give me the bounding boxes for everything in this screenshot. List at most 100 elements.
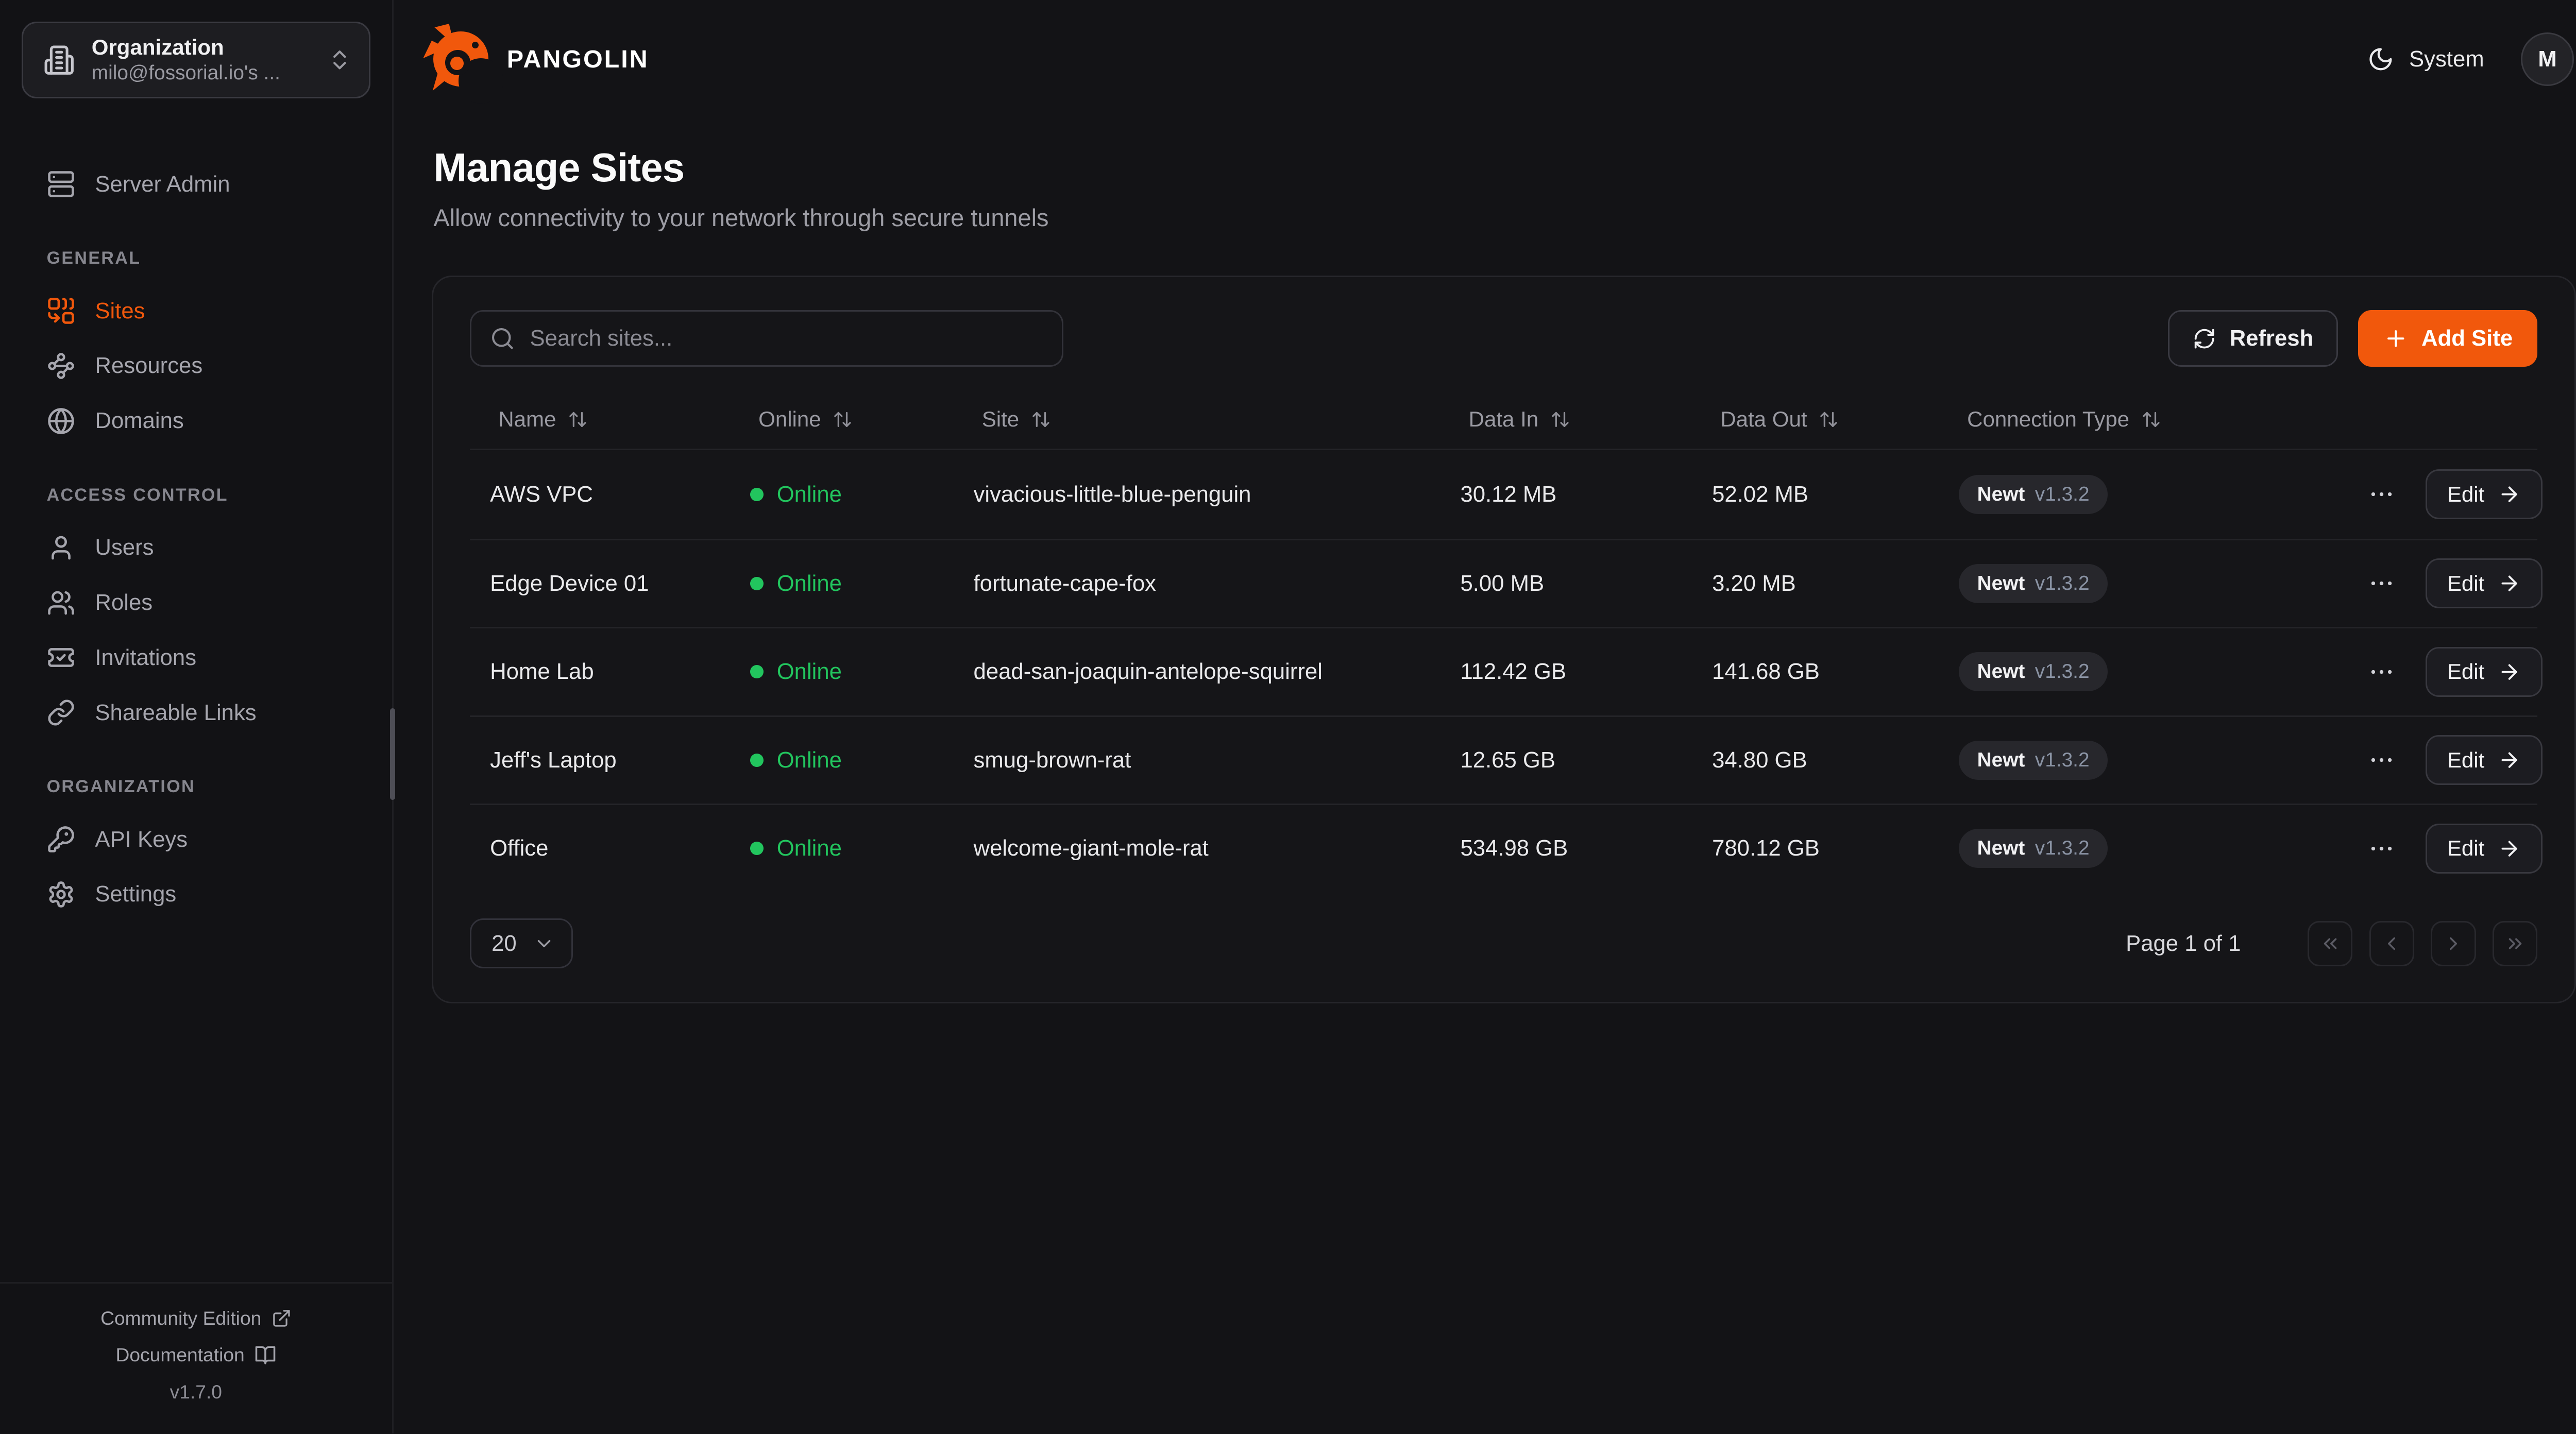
sidebar-item-api-keys[interactable]: API Keys [22,812,370,867]
column-header-data-out[interactable]: Data Out [1692,407,1939,432]
sidebar-item-users[interactable]: Users [22,520,370,575]
sort-icon [1550,409,1570,430]
edit-button[interactable]: Edit [2426,558,2543,609]
site-slug-cell: vivacious-little-blue-penguin [973,481,1251,507]
ellipsis-icon [2367,834,2396,863]
chevrons-left-icon [2319,933,2341,954]
sidebar-item-label: Sites [95,298,145,323]
page-indicator: Page 1 of 1 [2126,930,2241,956]
first-page-button[interactable] [2307,921,2353,966]
sidebar-item-roles[interactable]: Roles [22,575,370,630]
arrow-right-icon [2498,483,2521,506]
edit-button[interactable]: Edit [2426,823,2543,874]
data-in-cell: 12.65 GB [1460,747,1555,773]
search-input[interactable] [530,326,1044,352]
sidebar-item-resources[interactable]: Resources [22,338,370,394]
last-page-button[interactable] [2493,921,2538,966]
add-site-button[interactable]: Add Site [2358,310,2538,367]
server-icon [47,170,75,198]
section-label-organization: ORGANIZATION [46,777,195,797]
page-size-select[interactable]: 20 [470,918,573,969]
chevrons-up-down-icon [327,47,352,73]
table-toolbar: Refresh Add Site [470,310,2538,367]
pangolin-logo-icon [423,23,504,104]
data-out-cell: 52.02 MB [1712,481,1809,507]
site-name-cell: Jeff's Laptop [490,747,617,773]
sidebar-item-label: Resources [95,353,203,379]
edit-button[interactable]: Edit [2426,735,2543,786]
arrow-right-icon [2498,748,2521,772]
chevron-right-icon [2443,933,2464,954]
org-switcher[interactable]: Organization milo@fossorial.io's ... [22,22,370,98]
table-row[interactable]: Jeff's Laptop Online smug-brown-rat 12.6… [470,715,2543,804]
avatar[interactable]: M [2520,32,2574,86]
row-actions-menu-button[interactable] [2364,477,2399,512]
next-page-button[interactable] [2431,921,2476,966]
table-row[interactable]: Edge Device 01 Online fortunate-cape-fox… [470,538,2543,627]
row-actions-menu-button[interactable] [2364,654,2399,689]
sidebar-item-label: Invitations [95,644,197,670]
status-badge: Online [750,482,954,507]
sidebar-item-sites[interactable]: Sites [22,283,370,338]
table-row[interactable]: Home Lab Online dead-san-joaquin-antelop… [470,627,2543,715]
ellipsis-icon [2367,746,2396,774]
edit-button[interactable]: Edit [2426,469,2543,520]
site-name-cell: Edge Device 01 [490,570,649,596]
previous-page-button[interactable] [2369,921,2414,966]
connection-type-badge: Newt v1.3.2 [1959,474,2108,514]
data-out-cell: 34.80 GB [1712,747,1807,773]
sidebar-item-domains[interactable]: Domains [22,394,370,449]
online-dot-icon [750,576,764,590]
connection-type-badge: Newt v1.3.2 [1959,564,2108,603]
logo-text: PANGOLIN [506,45,649,73]
user-icon [47,534,75,562]
table-row[interactable]: AWS VPC Online vivacious-little-blue-pen… [470,450,2543,539]
community-edition-link[interactable]: Community Edition [0,1300,392,1337]
sidebar-item-server-admin[interactable]: Server Admin [22,157,370,212]
row-actions-menu-button[interactable] [2364,831,2399,866]
sidebar-scrollbar-thumb[interactable] [390,708,396,800]
column-header-online[interactable]: Online [730,407,954,432]
page-subtitle: Allow connectivity to your network throu… [433,204,1049,232]
waypoints-icon [47,352,75,380]
column-header-data-in[interactable]: Data In [1440,407,1692,432]
site-name-cell: Office [490,835,549,861]
arrow-right-icon [2498,572,2521,595]
connection-type-badge: Newt v1.3.2 [1959,829,2108,868]
refresh-button[interactable]: Refresh [2168,310,2338,367]
gear-icon [47,880,75,909]
sort-icon [2141,409,2161,430]
users-icon [47,589,75,617]
column-header-site[interactable]: Site [954,407,1440,432]
column-header-name[interactable]: Name [470,407,730,432]
sort-icon [568,409,588,430]
online-dot-icon [750,665,764,679]
column-header-connection-type[interactable]: Connection Type [1939,407,2344,432]
status-badge: Online [750,571,954,596]
sidebar-item-invitations[interactable]: Invitations [22,630,370,685]
sidebar-item-label: Domains [95,408,184,434]
sidebar-item-shareable-links[interactable]: Shareable Links [22,685,370,740]
theme-toggle-button[interactable]: System [2367,46,2484,73]
pangolin-logo: PANGOLIN [423,23,649,104]
search-icon [490,326,515,351]
ticket-check-icon [47,643,75,672]
row-actions-menu-button[interactable] [2364,566,2399,601]
data-in-cell: 30.12 MB [1460,481,1557,507]
main-content: PANGOLIN System M Manage Sites Allow con… [394,0,2576,1433]
table-row[interactable]: Office Online welcome-giant-mole-rat 534… [470,804,2543,892]
book-open-icon [255,1344,276,1366]
edit-button[interactable]: Edit [2426,646,2543,697]
connection-type-badge: Newt v1.3.2 [1959,652,2108,692]
sidebar-item-label: Settings [95,881,177,907]
page-head: Manage Sites Allow connectivity to your … [394,88,2576,232]
data-out-cell: 3.20 MB [1712,570,1796,596]
section-label-general: GENERAL [46,248,141,268]
data-in-cell: 534.98 GB [1460,835,1568,861]
sidebar-item-settings[interactable]: Settings [22,867,370,922]
row-actions-menu-button[interactable] [2364,743,2399,778]
sort-icon [1031,409,1051,430]
section-label-access-control: ACCESS CONTROL [46,485,228,505]
documentation-link[interactable]: Documentation [0,1337,392,1373]
site-slug-cell: fortunate-cape-fox [973,570,1156,596]
